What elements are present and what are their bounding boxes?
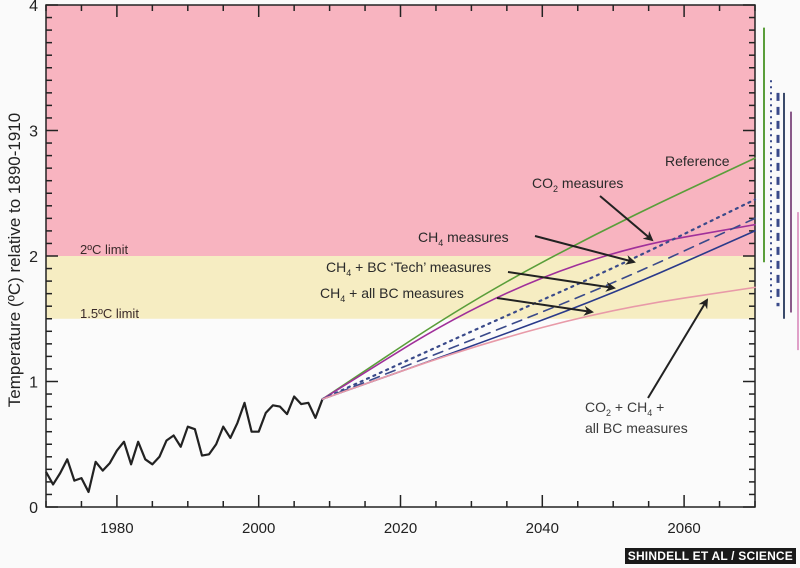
annotation-arrows xyxy=(496,195,709,399)
y-tick-label: 1 xyxy=(29,375,38,392)
historical-line xyxy=(45,395,324,494)
series-line-0 xyxy=(321,157,756,400)
arrow-1 xyxy=(534,235,636,265)
y-tick-label: 2 xyxy=(29,249,38,266)
x-tick-label: 2020 xyxy=(384,520,417,537)
ch4-bc-tech-label: CH4 + BC ‘Tech’ measures xyxy=(326,259,491,278)
arrow-0 xyxy=(599,195,654,242)
limit-2c-label: 2ºC limit xyxy=(80,242,128,257)
series-line-5 xyxy=(321,286,756,400)
series-lines xyxy=(45,157,757,494)
ch4-measures-label: CH4 measures xyxy=(418,229,509,248)
ch4-all-bc-label: CH4 + all BC measures xyxy=(320,285,464,304)
band-0 xyxy=(46,5,755,256)
y-tick-label: 3 xyxy=(29,124,38,141)
y-tick-label: 0 xyxy=(29,500,38,517)
axes: 0 1 2 3 4 1980 2000 2020 2040 2060 xyxy=(29,0,756,537)
annotations: 2ºC limit 1.5ºC limit Reference CO2 meas… xyxy=(80,153,730,436)
reference-label: Reference xyxy=(665,153,730,169)
x-tick-label: 1980 xyxy=(100,520,133,537)
y-axis-label: Temperature (ºC) relative to 1890-1910 xyxy=(5,113,24,407)
series-line-2 xyxy=(321,198,757,401)
range-bars xyxy=(763,27,799,351)
band-1 xyxy=(46,256,755,319)
arrow-2 xyxy=(507,271,616,292)
arrow-3 xyxy=(496,297,594,316)
arrow-4 xyxy=(647,298,709,399)
co2-measures-label: CO2 measures xyxy=(532,175,623,194)
series-line-3 xyxy=(321,217,756,400)
combo-label-line2: all BC measures xyxy=(585,420,688,436)
x-tick-label: 2000 xyxy=(242,520,275,537)
x-tick-label: 2060 xyxy=(667,520,700,537)
image-credit: SHINDELL ET AL / SCIENCE xyxy=(624,548,796,564)
limit-1-5c-label: 1.5ºC limit xyxy=(80,306,139,321)
combo-label-line1: CO2 + CH4 + xyxy=(585,399,664,418)
y-tick-label: 4 xyxy=(29,0,38,15)
x-tick-label: 2040 xyxy=(526,520,559,537)
